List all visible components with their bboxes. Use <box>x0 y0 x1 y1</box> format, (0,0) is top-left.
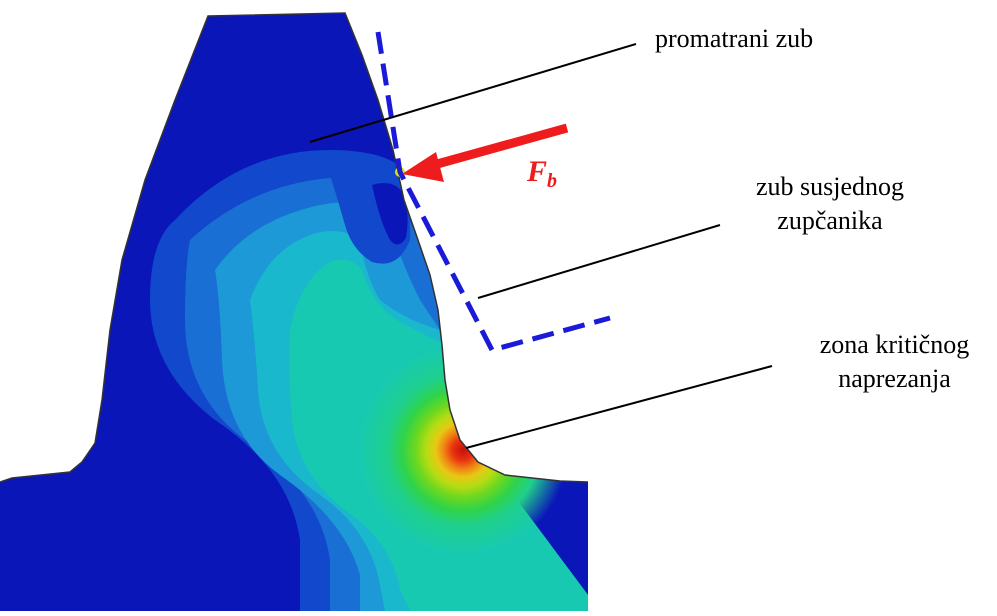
label-neighbor-tooth-line2: zupčanika <box>777 206 883 235</box>
stress-contours <box>0 13 588 611</box>
label-critical-zone: zona kritičnog naprezanja <box>792 328 997 396</box>
leader-neighbor-tooth <box>477 224 721 299</box>
force-arrow-head <box>402 152 444 182</box>
label-critical-zone-line2: naprezanja <box>838 364 951 393</box>
neighbor-tooth-dashed-outline <box>375 31 611 353</box>
label-critical-zone-line1: zona kritičnog <box>819 330 970 359</box>
contact-lobe-inner <box>372 182 408 245</box>
force-symbol: F <box>527 155 548 188</box>
force-arrow-shaft <box>428 123 569 171</box>
label-neighbor-tooth: zub susjednog zupčanika <box>730 170 930 238</box>
tooth-outline <box>0 12 589 483</box>
contour-base-left <box>0 455 110 611</box>
force-label: Fb <box>527 155 557 193</box>
force-subscript: b <box>547 170 558 192</box>
leader-observed-tooth <box>309 43 637 143</box>
label-observed-tooth: promatrani zub <box>655 24 814 53</box>
label-neighbor-tooth-line1: zub susjednog <box>755 172 905 201</box>
critical-stress-zone <box>355 305 575 605</box>
leader-critical-zone <box>465 365 773 449</box>
